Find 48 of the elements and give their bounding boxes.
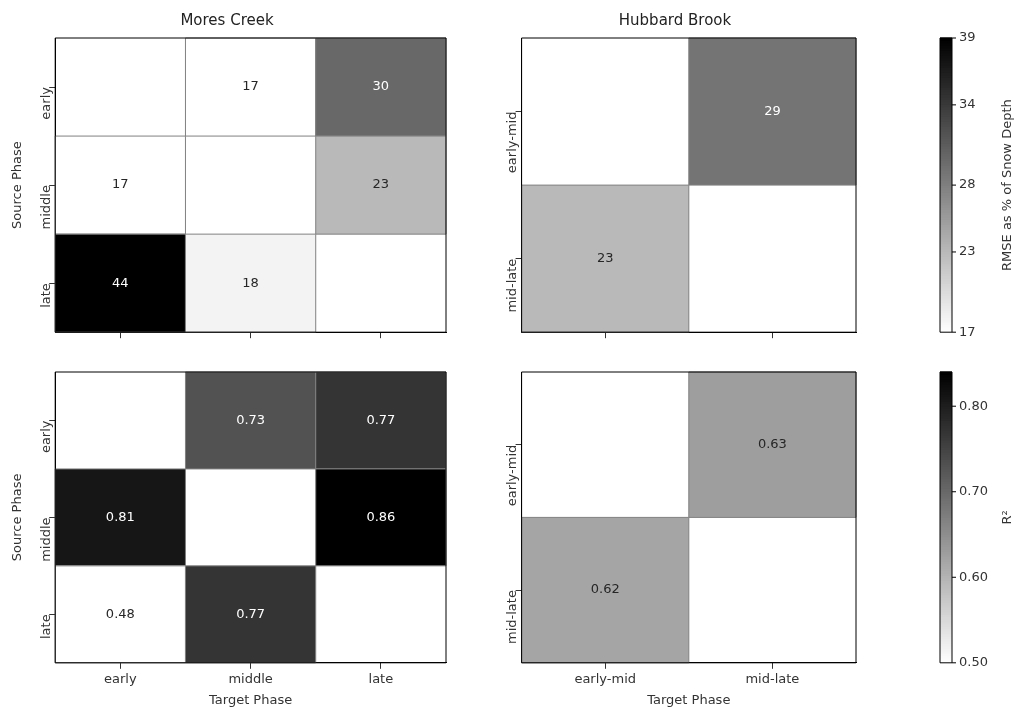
- data-label: 44: [112, 274, 129, 290]
- color-bar-title: RMSE as % of Snow Depth: [999, 99, 1015, 271]
- y-tick-label: early: [37, 420, 53, 454]
- data-label: 23: [372, 176, 390, 192]
- y-tick-label: early-mid: [503, 444, 519, 507]
- color-bar-label: 34: [959, 96, 976, 112]
- color-bar-label: 0.70: [959, 483, 988, 499]
- data-label: 0.62: [590, 581, 620, 597]
- color-bar-label: 17: [959, 323, 976, 339]
- y-tick-label: early-mid: [503, 111, 519, 174]
- color-bar-label: 39: [959, 29, 976, 45]
- y-axis-title: Source Phase: [9, 473, 25, 562]
- x-tick-label: early-mid: [574, 670, 636, 686]
- x-tick-label: middle: [228, 670, 273, 686]
- data-label: 30: [372, 78, 390, 94]
- color-bar-label: 23: [959, 243, 976, 259]
- data-label: 17: [242, 78, 259, 94]
- chart-title: Hubbard Brook: [618, 10, 732, 29]
- data-label: 17: [112, 176, 129, 192]
- x-tick-label: late: [368, 670, 394, 686]
- y-tick-label: mid-late: [503, 258, 519, 313]
- color-bar-label: 0.50: [959, 654, 988, 670]
- data-label: 0.81: [105, 508, 135, 524]
- data-label: 0.77: [236, 605, 266, 621]
- color-bar-title: R²: [999, 510, 1015, 525]
- data-label: 0.86: [366, 508, 396, 524]
- color-bar-label: 0.80: [959, 397, 988, 413]
- y-axis-title: Source Phase: [9, 141, 25, 229]
- y-tick-label: late: [37, 283, 53, 308]
- data-label: 0.73: [236, 411, 266, 427]
- y-tick-label: early: [37, 86, 53, 120]
- data-label: 29: [764, 102, 781, 118]
- y-tick-label: mid-late: [503, 590, 519, 645]
- data-label: 23: [596, 250, 614, 266]
- y-tick-label: late: [37, 614, 53, 640]
- x-axis-title: Target Phase: [208, 691, 293, 707]
- data-label: 0.63: [757, 436, 787, 452]
- y-tick-label: middle: [37, 185, 53, 230]
- data-label: 0.77: [366, 411, 396, 427]
- color-bar-label: 28: [959, 176, 976, 192]
- chart-title: Mores Creek: [180, 10, 274, 29]
- data-label: 0.48: [105, 605, 135, 621]
- y-tick-label: middle: [37, 517, 53, 562]
- x-axis-title: Target Phase: [646, 691, 731, 707]
- data-label: 18: [242, 274, 259, 290]
- x-tick-label: mid-late: [745, 670, 800, 686]
- x-tick-label: early: [104, 670, 137, 686]
- color-bar-label: 0.60: [959, 568, 988, 584]
